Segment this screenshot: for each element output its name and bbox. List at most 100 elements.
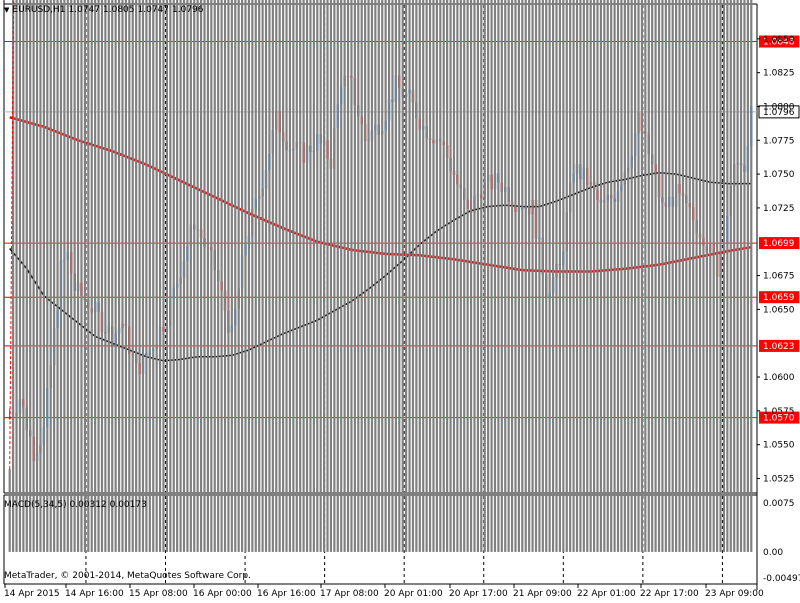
price-tick-label-7: 1.0650 xyxy=(763,305,795,315)
macd-bar xyxy=(418,0,421,552)
macd-bar xyxy=(141,0,145,552)
macd-bar xyxy=(206,0,210,552)
macd-bar xyxy=(575,0,579,552)
macd-bar xyxy=(377,0,380,552)
level-tag-2 xyxy=(759,291,799,304)
macd-bar xyxy=(657,0,661,552)
level-label-3: 1.0623 xyxy=(763,342,795,352)
macd-bar xyxy=(480,0,483,552)
macd-bar xyxy=(343,0,346,552)
macd-bar xyxy=(169,0,172,552)
macd-bar xyxy=(39,0,42,552)
macd-bar xyxy=(104,0,107,552)
time-tick-label-1: 14 Apr 16:00 xyxy=(65,589,124,599)
macd-bar xyxy=(213,0,216,552)
time-tick-label-5: 17 Apr 08:00 xyxy=(320,589,379,599)
price-tick-label-5: 1.0725 xyxy=(763,204,795,214)
macd-bar xyxy=(97,0,100,552)
macd-bar xyxy=(528,0,531,552)
macd-bar xyxy=(613,0,616,552)
macd-bar xyxy=(633,0,637,552)
price-tick-label-3: 1.0775 xyxy=(763,136,795,146)
macd-bar xyxy=(487,0,490,552)
macd-bar xyxy=(107,0,110,552)
time-tick-label-4: 16 Apr 16:00 xyxy=(257,589,316,599)
time-tick-label-10: 22 Apr 17:00 xyxy=(640,589,699,599)
macd-bar xyxy=(357,0,360,552)
macd-bar xyxy=(302,0,305,552)
macd-bar xyxy=(428,0,432,552)
macd-bar xyxy=(705,0,708,552)
macd-bar xyxy=(25,0,28,552)
macd-bar xyxy=(128,0,131,552)
macd-bar xyxy=(569,0,572,552)
macd-bar xyxy=(620,0,623,552)
macd-bar xyxy=(374,0,377,552)
time-axis-labels: 14 Apr 2015 14 Apr 16:00 15 Apr 08:00 16 Ap… xyxy=(4,584,764,599)
macd-bar xyxy=(329,0,333,552)
macd-bar xyxy=(517,0,521,552)
macd-bar xyxy=(240,0,244,552)
macd-bar xyxy=(394,0,397,552)
macd-bar xyxy=(35,0,39,552)
macd-bar xyxy=(42,0,45,552)
macd-bar xyxy=(312,0,315,552)
copyright-text: MetaTrader, © 2001-2014, MetaQuotes Soft… xyxy=(4,571,251,581)
macd-tick-label-0: 0.0075 xyxy=(763,499,795,509)
macd-bar xyxy=(155,0,158,552)
price-tick-label-4: 1.0750 xyxy=(763,170,795,180)
time-tick-label-9: 22 Apr 01:00 xyxy=(577,589,636,599)
macd-bar xyxy=(76,0,80,552)
macd-bar xyxy=(500,0,503,552)
macd-bar xyxy=(124,0,128,552)
macd-bar xyxy=(664,0,667,552)
macd-bar xyxy=(678,0,681,552)
macd-bar xyxy=(466,0,469,552)
level-label-1: 1.0699 xyxy=(763,239,795,249)
macd-bar xyxy=(254,0,257,552)
macd-bar xyxy=(661,0,664,552)
macd-bar xyxy=(152,0,155,552)
ohlc-high: 1.0805 xyxy=(103,5,135,15)
macd-bar xyxy=(647,0,650,552)
macd-bar xyxy=(49,0,52,552)
macd-bar xyxy=(521,0,524,552)
macd-bar xyxy=(131,0,134,552)
macd-bar xyxy=(223,0,227,552)
macd-bar xyxy=(391,0,394,552)
level-label-4: 1.0570 xyxy=(763,414,795,424)
macd-bar xyxy=(387,0,391,552)
macd-bar xyxy=(114,0,117,552)
macd-bar xyxy=(712,0,715,552)
macd-bar xyxy=(456,0,459,552)
time-tick-label-7: 20 Apr 17:00 xyxy=(449,589,508,599)
macd-bar xyxy=(230,0,233,552)
macd-bar xyxy=(316,0,319,552)
symbol-label: EURUSD,H1 xyxy=(12,5,66,15)
price-tick-label-11: 1.0525 xyxy=(763,474,795,484)
macd-bar xyxy=(681,0,685,552)
price-axis-labels: 1.0850 1.0825 1.0800 1.0775 1.0750 1.0725 1.06… xyxy=(757,35,800,584)
macd-bar xyxy=(83,0,86,552)
macd-bar xyxy=(572,0,575,552)
macd-bar xyxy=(210,0,213,552)
macd-bar xyxy=(217,0,220,552)
level-tag-4 xyxy=(759,411,799,424)
macd-bar xyxy=(367,0,370,552)
macd-bar xyxy=(558,0,562,552)
triangle-down-icon[interactable]: ▼ xyxy=(4,6,10,14)
macd-bar xyxy=(408,0,411,552)
macd-bar xyxy=(135,0,138,552)
macd-bar xyxy=(346,0,350,552)
macd-bar xyxy=(524,0,527,552)
macd-bar xyxy=(22,0,25,552)
macd-bar xyxy=(415,0,418,552)
macd-bar xyxy=(59,0,63,552)
macd-bar xyxy=(398,0,401,552)
macd-bar xyxy=(285,0,288,552)
time-tick-label-0: 14 Apr 2015 xyxy=(4,589,60,599)
macd-bar xyxy=(422,0,425,552)
macd-bar xyxy=(87,0,90,552)
